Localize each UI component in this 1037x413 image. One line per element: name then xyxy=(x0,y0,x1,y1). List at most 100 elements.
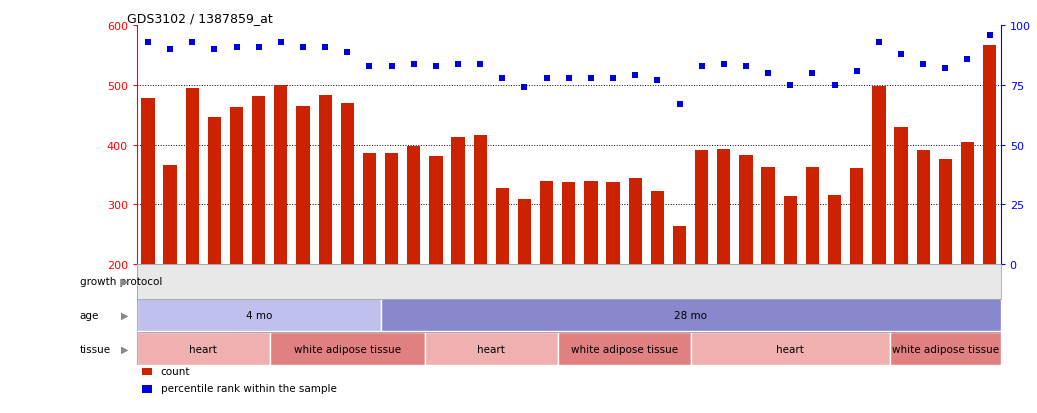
Point xyxy=(981,33,998,39)
Point xyxy=(694,64,710,70)
Text: control diet: control diet xyxy=(384,276,444,286)
Point xyxy=(716,61,732,68)
Bar xyxy=(408,146,420,264)
Text: percentile rank within the sample: percentile rank within the sample xyxy=(161,383,337,393)
Text: 28 mo: 28 mo xyxy=(674,310,707,320)
Point xyxy=(649,78,666,84)
Point xyxy=(848,68,865,75)
Text: heart: heart xyxy=(190,344,218,354)
Point xyxy=(516,85,533,92)
Bar xyxy=(451,138,465,264)
Bar xyxy=(695,151,708,264)
Bar xyxy=(628,178,642,264)
Point xyxy=(184,40,200,46)
Bar xyxy=(429,157,443,264)
Text: GDS3102 / 1387859_at: GDS3102 / 1387859_at xyxy=(127,12,273,25)
Point xyxy=(871,40,888,46)
Bar xyxy=(562,183,576,264)
Point xyxy=(140,40,157,46)
Point xyxy=(782,83,798,89)
Bar xyxy=(385,154,398,264)
Bar xyxy=(691,265,1001,298)
Point xyxy=(384,64,400,70)
Bar xyxy=(141,99,155,264)
Bar xyxy=(230,108,244,264)
Bar xyxy=(917,151,930,264)
Bar xyxy=(890,332,1001,366)
Text: white adipose tissue: white adipose tissue xyxy=(570,344,678,354)
Bar xyxy=(761,167,775,264)
Bar xyxy=(607,183,620,264)
Bar xyxy=(474,135,486,264)
Bar xyxy=(137,332,270,366)
Text: heart: heart xyxy=(477,344,505,354)
Bar xyxy=(584,182,597,264)
Text: caloric restricted diet: caloric restricted diet xyxy=(790,276,901,286)
Bar xyxy=(828,196,841,264)
Point xyxy=(295,45,311,51)
Bar xyxy=(961,142,974,264)
Bar xyxy=(691,332,890,366)
Point xyxy=(405,61,422,68)
Bar xyxy=(718,150,730,264)
Text: white adipose tissue: white adipose tissue xyxy=(892,344,999,354)
Bar xyxy=(558,332,691,366)
Bar xyxy=(938,160,952,264)
Point xyxy=(361,64,377,70)
Bar xyxy=(651,192,664,264)
Text: tissue: tissue xyxy=(80,344,111,354)
Bar xyxy=(673,226,686,264)
Text: age: age xyxy=(80,310,100,320)
Bar xyxy=(318,96,332,264)
Bar xyxy=(274,86,287,264)
Bar xyxy=(784,197,796,264)
Point xyxy=(915,61,931,68)
Point xyxy=(494,76,510,82)
Bar xyxy=(496,188,509,264)
Bar xyxy=(806,167,819,264)
Point xyxy=(627,73,644,80)
Point xyxy=(427,64,444,70)
Point xyxy=(605,76,621,82)
Text: 4 mo: 4 mo xyxy=(246,310,272,320)
Point xyxy=(560,76,577,82)
Point xyxy=(893,52,909,58)
Bar xyxy=(164,166,176,264)
Bar xyxy=(363,154,376,264)
Point xyxy=(339,49,356,56)
Point xyxy=(273,40,289,46)
Point xyxy=(317,45,334,51)
Text: growth protocol: growth protocol xyxy=(80,276,162,286)
Text: ▶: ▶ xyxy=(121,276,129,286)
Bar xyxy=(186,89,199,264)
Bar xyxy=(739,155,753,264)
Bar xyxy=(207,117,221,264)
Text: ▶: ▶ xyxy=(121,344,129,354)
Point xyxy=(583,76,599,82)
Bar xyxy=(872,87,886,264)
Bar xyxy=(894,127,907,264)
Bar xyxy=(517,200,531,264)
Bar xyxy=(850,169,864,264)
Point xyxy=(538,76,555,82)
Point xyxy=(472,61,488,68)
Point xyxy=(959,57,976,63)
Point xyxy=(937,66,954,73)
Point xyxy=(804,71,820,77)
Point xyxy=(826,83,843,89)
Point xyxy=(228,45,245,51)
Text: ▶: ▶ xyxy=(121,310,129,320)
Bar xyxy=(341,104,354,264)
Point xyxy=(450,61,467,68)
Bar xyxy=(983,45,997,264)
Text: heart: heart xyxy=(777,344,805,354)
Bar xyxy=(137,265,691,298)
Point xyxy=(760,71,777,77)
Bar xyxy=(270,332,425,366)
Point xyxy=(737,64,754,70)
Bar xyxy=(381,299,1001,332)
Point xyxy=(671,102,688,108)
Bar xyxy=(425,332,558,366)
Text: white adipose tissue: white adipose tissue xyxy=(293,344,401,354)
Text: count: count xyxy=(161,366,190,376)
